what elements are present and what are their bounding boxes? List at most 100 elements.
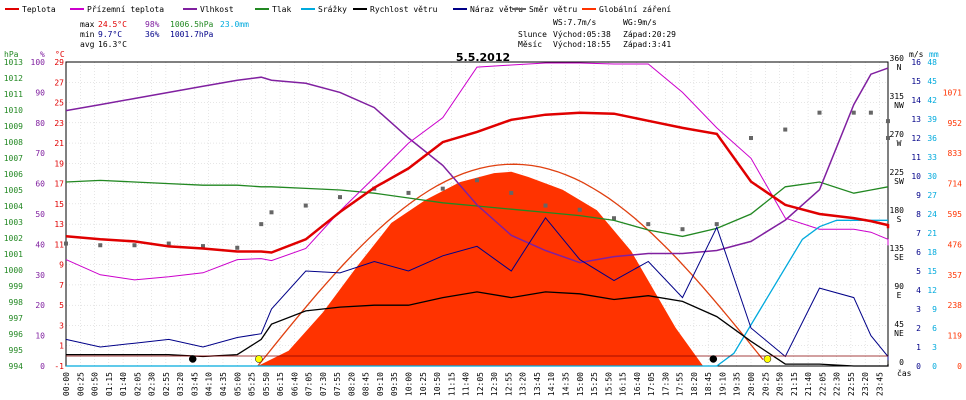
info-moon-set: Západ:3:41 (623, 40, 671, 49)
dir-tick-deg: 315 (890, 92, 905, 101)
x-tick-label: 22:05 (818, 372, 827, 396)
wind-direction-point (783, 127, 788, 132)
y-humidity-tick: 10 (35, 332, 45, 341)
stats-panel: max 24.5°C 98% 1006.5hPa 23.0mm min 9.7°… (80, 20, 249, 49)
x-tick-label: 18:20 (690, 372, 699, 396)
wind-direction-point (475, 178, 479, 183)
y-pressure-tick: 1009 (4, 122, 23, 131)
legend-label: Srážky (318, 5, 347, 14)
wind-tick: 4 (916, 286, 921, 295)
wind-tick: 1 (916, 343, 921, 352)
x-tick-label: 02:55 (162, 372, 171, 396)
rain-line (66, 219, 888, 367)
wind-direction-point (851, 110, 856, 115)
rain-tick: 9 (932, 305, 937, 314)
legend-label: Směr větru (529, 5, 577, 14)
x-tick-label: 07:30 (319, 372, 328, 396)
wind-direction-point (868, 110, 873, 115)
y-temp-tick: 3 (59, 321, 64, 330)
y-temp-tick: -1 (54, 362, 64, 371)
x-tick-label: 15:00 (576, 372, 585, 396)
y-pressure-tick: 1006 (4, 170, 23, 179)
wind-direction-point (201, 244, 205, 249)
x-tick-label: 02:05 (133, 372, 142, 396)
wind-direction-point (749, 136, 753, 140)
info-sun-label: Slunce (518, 30, 547, 39)
wind-direction-point (64, 241, 68, 246)
wind-direction-point (406, 190, 411, 195)
y-humidity-tick: 90 (35, 88, 45, 97)
x-tick-label: 06:40 (290, 372, 299, 396)
y-pressure-tick: 1008 (4, 138, 23, 147)
x-tick-label: 21:15 (790, 372, 799, 396)
rain-tick: 15 (927, 267, 937, 276)
wind-tick: 11 (911, 153, 921, 162)
dir-tick-deg: 45 (894, 320, 904, 329)
x-tick-label: 14:35 (561, 372, 570, 396)
wind-direction-point (543, 203, 548, 208)
x-tick-label: 23:20 (861, 372, 870, 396)
wind-direction-point (235, 245, 240, 250)
wind-tick: 6 (916, 248, 921, 257)
legend-label: Přízemní teplota (87, 5, 164, 14)
y-humidity-tick: 100 (31, 58, 46, 67)
rain-tick: 24 (927, 210, 937, 219)
x-tick-label: 11:40 (462, 372, 471, 396)
x-tick-label: 23:45 (875, 372, 884, 396)
rain-tick: 6 (932, 324, 937, 333)
x-tick-label: 09:35 (390, 372, 399, 396)
legend-label: Vlhkost (200, 5, 234, 14)
x-tick-label: 16:15 (619, 372, 628, 396)
y-pressure-tick: 1001 (4, 250, 23, 259)
wind-tick: 13 (911, 115, 921, 124)
y-pressure-tick: 1000 (4, 266, 23, 275)
dir-tick-deg: 90 (894, 282, 904, 291)
axis-unit-time: čas (897, 368, 912, 378)
dir-tick-deg: 360 (890, 54, 905, 63)
wind-tick: 3 (916, 305, 921, 314)
stat-min-press: 1001.7hPa (170, 30, 214, 39)
y-pressure-tick: 1005 (4, 186, 23, 195)
sun-marker (763, 355, 772, 363)
x-tick-label: 04:35 (219, 372, 228, 396)
x-tick-label: 05:50 (262, 372, 271, 396)
wind-tick: 8 (916, 210, 921, 219)
y-temp-tick: 19 (54, 159, 64, 168)
x-tick-label: 12:30 (490, 372, 499, 396)
dir-tick-deg: 225 (890, 168, 905, 177)
dir-tick-label: SW (894, 177, 904, 186)
x-tick-label: 07:05 (305, 372, 314, 396)
wind-gust-line (65, 216, 889, 361)
y-pressure-tick: 1012 (4, 74, 23, 83)
y-temp-tick: 25 (54, 99, 64, 108)
wind-direction-point (680, 227, 685, 232)
x-tick-label: 17:30 (661, 372, 670, 396)
wind-tick: 7 (916, 229, 921, 238)
rain-tick: 18 (927, 248, 937, 257)
stat-max-temp: 24.5°C (98, 20, 127, 29)
x-tick-label: 19:10 (718, 372, 727, 396)
axis-unit-mm: mm (929, 50, 939, 59)
moon-marker (709, 355, 718, 363)
x-tick-label: 01:15 (105, 372, 114, 396)
stat-avg-label: avg (80, 40, 95, 49)
legend-label: Náraz větru (470, 5, 523, 14)
y-humidity-tick: 0 (40, 362, 45, 371)
x-tick-label: 22:55 (847, 372, 856, 396)
x-tick-label: 14:10 (547, 372, 556, 396)
dir-tick-label: N (897, 63, 902, 72)
dir-tick-label: SE (894, 253, 904, 262)
y-humidity-tick: 50 (35, 210, 45, 219)
rain-tick: 42 (927, 96, 937, 105)
x-tick-label: 03:20 (176, 372, 185, 396)
radiation-tick: 714 (948, 180, 963, 189)
info-moon-label: Měsíc (518, 40, 542, 49)
y-pressure-tick: 1010 (4, 106, 23, 115)
dir-tick-label: NW (894, 101, 904, 110)
y-pressure-tick: 1004 (4, 202, 23, 211)
wind-direction-point (269, 210, 274, 215)
info-sun-set: Západ:20:29 (623, 30, 676, 39)
moon-marker (188, 355, 197, 363)
x-tick-label: 15:25 (590, 372, 599, 396)
